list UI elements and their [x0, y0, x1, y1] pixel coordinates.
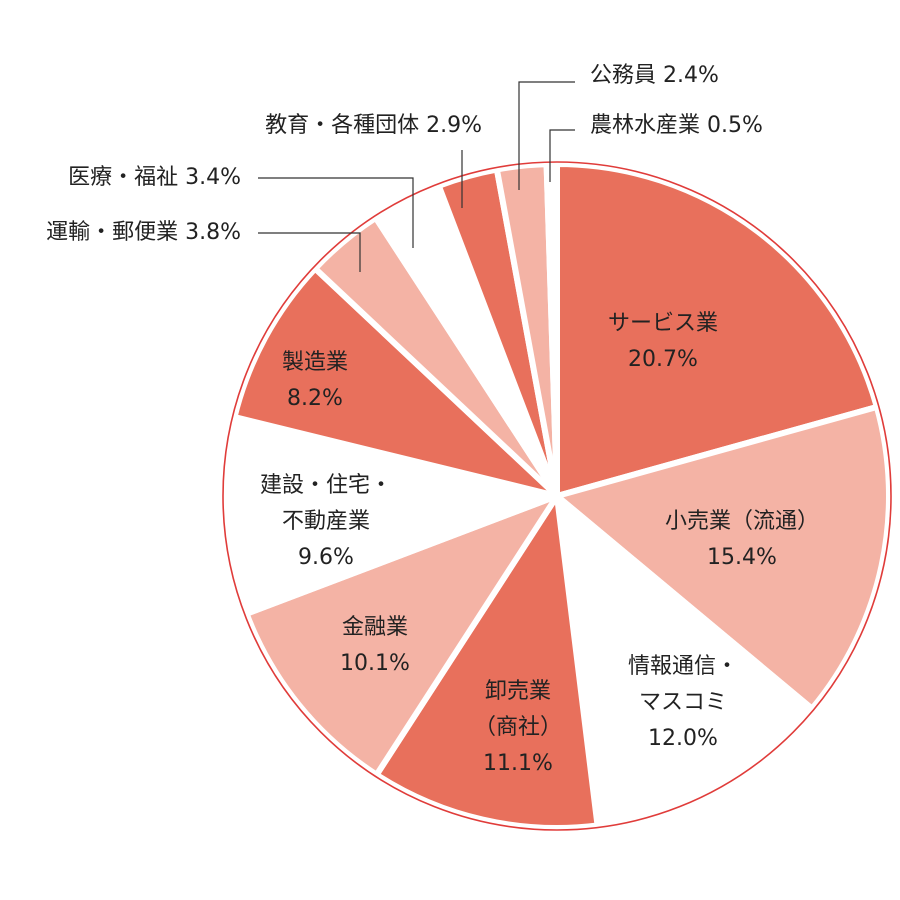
slice-value-label: 8.2% [287, 386, 343, 411]
slice-label: 医療・福祉 3.4% [68, 165, 241, 190]
slice-label: 農林水産業 0.5% [590, 113, 763, 138]
pie-slice [231, 265, 560, 499]
leader-line [258, 232, 361, 272]
slice-label: 卸売業 [485, 679, 551, 704]
slice-label: （商社） [474, 715, 562, 740]
leader-line [518, 81, 575, 190]
slice-label: 不動産業 [282, 509, 370, 534]
slice-value-label: 9.6% [298, 545, 354, 570]
slice-label: 教育・各種団体 2.9% [265, 113, 482, 138]
slice-label: マスコミ [639, 690, 727, 715]
slice-label: 小売業（流通） [665, 509, 819, 534]
slice-label: 製造業 [282, 350, 348, 375]
pie-slice [243, 493, 560, 778]
slice-label: 運輸・郵便業 3.8% [46, 220, 241, 245]
pie-slice [373, 493, 601, 831]
slice-value-label: 20.7% [628, 347, 698, 372]
leader-line [549, 129, 575, 182]
slice-value-label: 10.1% [340, 651, 410, 676]
slice-label: サービス業 [608, 311, 718, 336]
slice-labels: サービス業 20.7% 小売業（流通） 15.4% 情報通信・マスコミ 12.0% 卸売業 （… [46, 63, 819, 776]
pie-slice [222, 414, 560, 617]
slice-label: 情報通信・ [628, 654, 738, 679]
pie-outline [222, 161, 892, 831]
pie-slice [543, 160, 560, 499]
pie-slices [222, 160, 892, 831]
pie-slice [554, 493, 815, 829]
slice-label: 公務員 2.4% [590, 63, 719, 88]
slice-value-label: 15.4% [707, 545, 777, 570]
slice-value-label: 11.1% [483, 751, 553, 776]
slice-label: 金融業 [342, 615, 408, 640]
slice-label: 建設・住宅・ [260, 473, 392, 498]
leader-line [258, 177, 414, 248]
slice-value-label: 12.0% [648, 726, 718, 751]
leader-lines [258, 81, 575, 272]
pie-slice [554, 403, 892, 712]
pie-slice [554, 161, 880, 499]
